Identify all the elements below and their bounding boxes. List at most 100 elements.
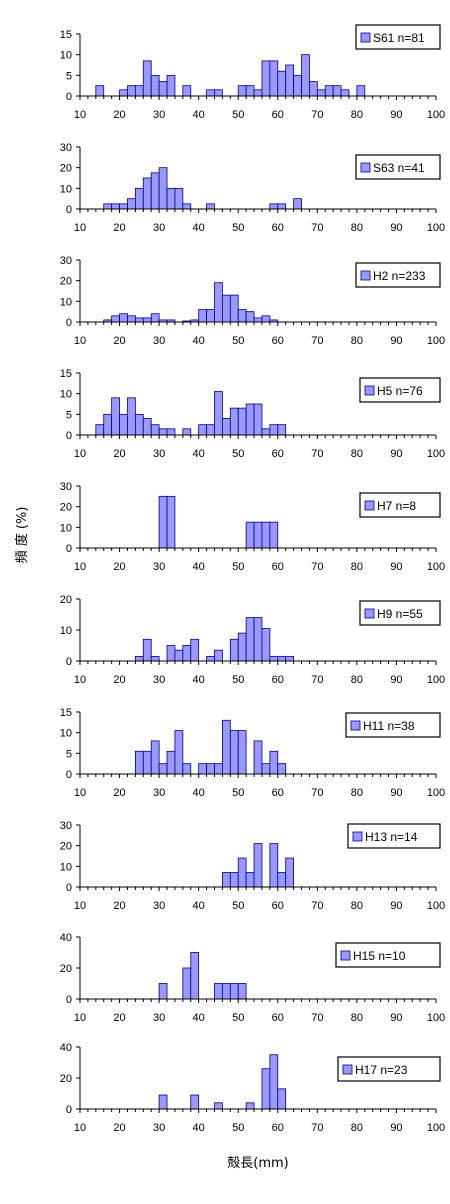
bar [261, 763, 271, 775]
bar [237, 730, 247, 775]
legend: S61 n=81 [355, 24, 441, 50]
y-tick-label: 30 [60, 820, 72, 832]
bar [174, 730, 184, 775]
bar [206, 763, 215, 775]
bar [221, 719, 231, 775]
x-tick-label: 80 [351, 674, 363, 686]
x-tick-label: 30 [153, 900, 165, 912]
x-tick-label: 40 [193, 1122, 205, 1134]
bar [127, 315, 136, 323]
bar [261, 1068, 271, 1110]
legend: S63 n=41 [355, 154, 441, 180]
legend-label: H11 n=38 [363, 719, 415, 733]
bar [206, 655, 215, 662]
x-tick-label: 20 [113, 222, 125, 234]
x-tick-label: 60 [272, 1122, 284, 1134]
bar [95, 424, 105, 436]
x-tick-label: 90 [390, 1012, 402, 1024]
legend-box [345, 712, 441, 738]
legend-box [337, 1056, 441, 1082]
bar [182, 967, 192, 1000]
bar [182, 85, 192, 97]
x-tick-label: 30 [153, 222, 165, 234]
x-tick-label: 70 [311, 674, 323, 686]
bar [277, 763, 287, 775]
bar [324, 85, 334, 97]
bar [269, 424, 279, 436]
x-tick-label: 60 [272, 222, 284, 234]
y-tick-label: 0 [66, 1104, 72, 1116]
x-tick-label: 100 [427, 1012, 445, 1024]
bar [253, 403, 263, 436]
x-tick-label: 60 [272, 335, 284, 347]
bar [95, 85, 105, 97]
bar [340, 89, 350, 97]
bar [150, 424, 160, 436]
x-tick-label: 80 [351, 1012, 363, 1024]
x-tick-label: 100 [427, 109, 445, 121]
x-tick-label: 40 [193, 335, 205, 347]
legend-label: H9 n=55 [377, 607, 423, 621]
y-tick-label: 15 [60, 29, 72, 41]
bar [237, 857, 247, 888]
legend-box [347, 823, 441, 849]
bar [221, 872, 231, 888]
bar [214, 649, 223, 662]
bar [245, 403, 255, 436]
legend-swatch [360, 162, 371, 173]
y-tick-label: 10 [60, 50, 72, 62]
bar [245, 521, 255, 549]
legend-label: H5 n=76 [377, 384, 423, 398]
legend-label: H7 n=8 [377, 499, 416, 513]
x-tick-label: 50 [232, 222, 244, 234]
x-tick-label: 60 [272, 561, 284, 573]
bar [245, 872, 255, 888]
x-tick-label: 90 [390, 448, 402, 460]
y-tick-label: 30 [60, 481, 72, 493]
bar [206, 309, 215, 323]
legend-label: H13 n=14 [365, 830, 418, 844]
legend: H7 n=8 [359, 492, 441, 518]
bar [229, 872, 239, 888]
chart-panels: 0 5 10 15 10 20 30 40 50 60 70 80 90 100 S61 n=81 01020… [60, 24, 445, 1134]
bar [142, 418, 152, 436]
x-tick-label: 70 [311, 335, 323, 347]
x-tick-label: 90 [390, 674, 402, 686]
legend-swatch [360, 32, 371, 43]
x-tick-label: 100 [427, 448, 445, 460]
y-tick-label: 5 [66, 70, 72, 82]
y-tick-label: 40 [60, 932, 72, 944]
y-tick-label: 30 [60, 255, 72, 267]
x-tick-label: 90 [390, 1122, 402, 1134]
bar [158, 81, 168, 97]
panel-1: 0 5 10 15 10 20 30 40 50 60 70 80 90 100 S61 n=81 [60, 24, 445, 121]
legend-swatch [364, 500, 375, 511]
legend-swatch [364, 608, 375, 619]
legend-swatch [364, 385, 375, 396]
bar [134, 413, 144, 436]
bar [269, 521, 279, 549]
bar [245, 1102, 255, 1110]
x-tick-label: 60 [272, 448, 284, 460]
bar [269, 843, 279, 888]
x-tick-label: 30 [153, 448, 165, 460]
bar [229, 294, 239, 323]
x-tick-label: 30 [153, 109, 165, 121]
x-tick-label: 80 [351, 222, 363, 234]
x-tick-label: 80 [351, 900, 363, 912]
x-tick-label: 10 [74, 335, 86, 347]
bar [142, 750, 152, 775]
x-tick-label: 100 [427, 335, 445, 347]
bar [158, 763, 168, 775]
x-tick-label: 30 [153, 561, 165, 573]
bar [214, 983, 223, 1000]
x-tick-label: 90 [390, 222, 402, 234]
x-tick-label: 10 [74, 1122, 86, 1134]
y-tick-label: 20 [60, 963, 72, 975]
bar [229, 983, 239, 1000]
x-tick-label: 80 [351, 448, 363, 460]
x-tick-label: 30 [153, 335, 165, 347]
panel-7: 0 5 10 15 10 20 30 40 50 60 70 80 90 100 H11 n=38 [60, 707, 445, 799]
